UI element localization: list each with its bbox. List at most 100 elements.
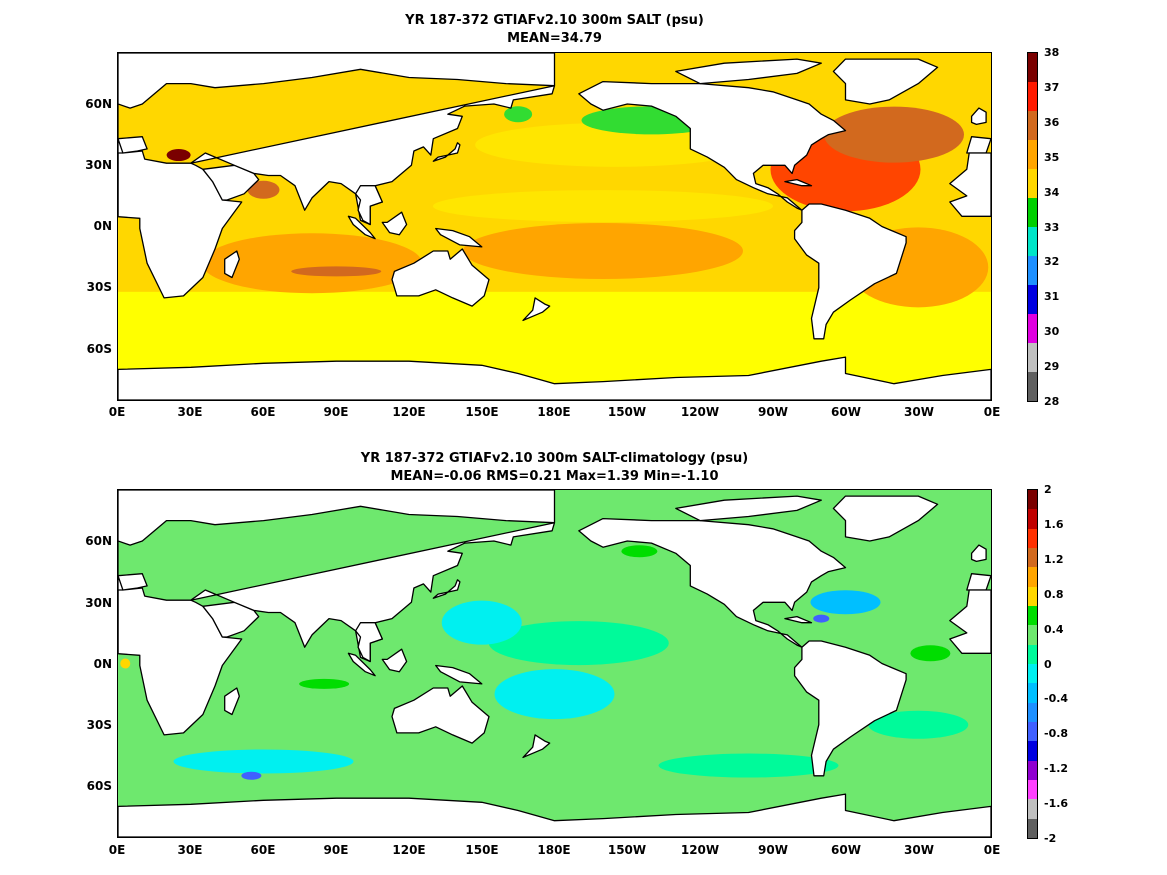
y-tick-label: 30S — [86, 280, 112, 294]
africa-west-landmass — [118, 138, 124, 217]
mediterranean-salinity — [166, 149, 191, 162]
x-tick-label: 120E — [392, 405, 426, 419]
x-tick-label: 150W — [607, 843, 647, 857]
colorbar-tick-label: -1.2 — [1044, 762, 1069, 776]
south-pacific-salinity — [463, 222, 743, 279]
x-tick-label: 60E — [250, 405, 276, 419]
australia-landmass — [391, 248, 490, 307]
colorbar-tick-label: 36 — [1044, 115, 1060, 129]
colorbar-tick-label: -2 — [1044, 832, 1057, 845]
colorbar-tick-label: 34 — [1044, 185, 1060, 199]
colorbar-segment — [1028, 490, 1037, 510]
new-guinea-landmass — [435, 227, 483, 248]
cuba-landmass — [784, 615, 813, 624]
tropical-pacific-salinity — [433, 190, 773, 223]
y-tick-label: 60S — [86, 342, 112, 356]
colorbar-segment — [1028, 567, 1037, 587]
sumatra-landmass — [347, 652, 376, 677]
cuba-landmass — [784, 178, 813, 187]
colorbar-segment — [1028, 663, 1037, 684]
colorbar-segment — [1028, 343, 1037, 372]
new-zealand-landmass — [522, 734, 551, 759]
x-tick-label: 120W — [680, 843, 720, 857]
colorbar-segment — [1028, 702, 1037, 722]
colorbar-segment — [1028, 509, 1037, 529]
colorbar-segment — [1028, 256, 1037, 285]
gulf-alaska-positive — [621, 545, 658, 558]
caribbean-negative-max — [813, 614, 830, 623]
x-tick-label: 120W — [680, 405, 720, 419]
x-tick-label: 90W — [758, 843, 788, 857]
north-atlantic-midlat — [824, 106, 964, 163]
north-america-landmass — [578, 517, 847, 648]
south-america-landmass — [793, 203, 907, 340]
colorbar-tick-label: 33 — [1044, 220, 1060, 234]
colorbar-segment — [1028, 779, 1037, 800]
colorbar-segment — [1028, 547, 1037, 568]
panel-title-line1: YR 187-372 GTIAFv2.10 300m SALT-climatol… — [360, 451, 749, 466]
colorbar-tick-label: 30 — [1044, 325, 1060, 339]
panel-title-line1: YR 187-372 GTIAFv2.10 300m SALT (psu) — [405, 13, 704, 28]
colorbar-tick-label: 35 — [1044, 150, 1060, 164]
y-tick-label: 30S — [86, 718, 112, 732]
x-tick-label: 60W — [831, 405, 861, 419]
new-guinea-landmass — [435, 664, 483, 685]
southern-indian-negative — [173, 749, 354, 774]
y-tick-label: 60N — [85, 97, 112, 111]
sumatra-landmass — [347, 215, 376, 240]
colorbar-segment — [1028, 605, 1037, 626]
southern-pacific-negative — [658, 753, 839, 778]
x-tick-label: 150E — [465, 843, 499, 857]
colorbar-segment — [1028, 227, 1037, 256]
colorbar-tick-label: 1.6 — [1044, 517, 1064, 531]
iberia-landmass — [966, 136, 991, 154]
colorbar-segment — [1028, 625, 1037, 645]
indian-positive — [299, 678, 350, 689]
y-tick-label: 0N — [93, 219, 112, 233]
colorbar-segment — [1028, 586, 1037, 606]
colorbar-tick-label: 28 — [1044, 395, 1060, 408]
indochina-landmass — [354, 185, 383, 226]
arctic-islands-landmass — [675, 495, 822, 522]
colorbar-segment — [1028, 760, 1037, 780]
x-tick-label: 0E — [108, 843, 126, 857]
colorbar-tick-label: 0.8 — [1044, 587, 1064, 601]
y-tick-label: 30N — [85, 596, 112, 610]
colorbar-segment — [1028, 198, 1037, 227]
south-pacific-negative — [494, 669, 615, 720]
x-tick-label: 60E — [250, 843, 276, 857]
colorbar-tick-label: 0.4 — [1044, 622, 1064, 636]
colorbar-segment — [1028, 741, 1037, 761]
colorbar-segment — [1028, 644, 1037, 664]
x-tick-label: 180E — [537, 843, 571, 857]
anomaly-map — [117, 489, 992, 838]
west-pacific-negative — [441, 600, 522, 645]
equatorial-atlantic-positive — [910, 645, 951, 662]
colorbar-segment — [1028, 140, 1037, 169]
westafrica-landmass — [949, 152, 991, 217]
colorbar-tick-label: 2 — [1044, 483, 1052, 496]
colorbar-segment — [1028, 818, 1037, 838]
colorbar-tick-label: 31 — [1044, 290, 1060, 304]
japan-landmass — [432, 579, 461, 599]
africa-west-landmass — [118, 575, 124, 654]
south-america-landmass — [793, 640, 907, 777]
x-tick-label: 150W — [607, 405, 647, 419]
colorbar-segment — [1028, 721, 1037, 742]
europe-uk-landmass — [970, 544, 987, 563]
colorbar-segment — [1028, 111, 1037, 140]
y-tick-label: 30N — [85, 158, 112, 172]
colorbar-segment — [1028, 82, 1037, 111]
x-tick-label: 90W — [758, 405, 788, 419]
pacific-anomaly-band — [488, 621, 669, 666]
gulf-guinea-positive — [120, 658, 131, 669]
x-tick-label: 0E — [983, 405, 1001, 419]
new-zealand-landmass — [522, 297, 551, 322]
arctic-islands-landmass — [675, 58, 822, 85]
asia-landmass — [118, 53, 556, 226]
x-tick-label: 90E — [323, 843, 349, 857]
colorbar-segment — [1028, 372, 1037, 401]
iberia-landmass — [966, 573, 991, 591]
x-tick-label: 150E — [465, 405, 499, 419]
indian-ocean-salinity — [202, 233, 422, 294]
